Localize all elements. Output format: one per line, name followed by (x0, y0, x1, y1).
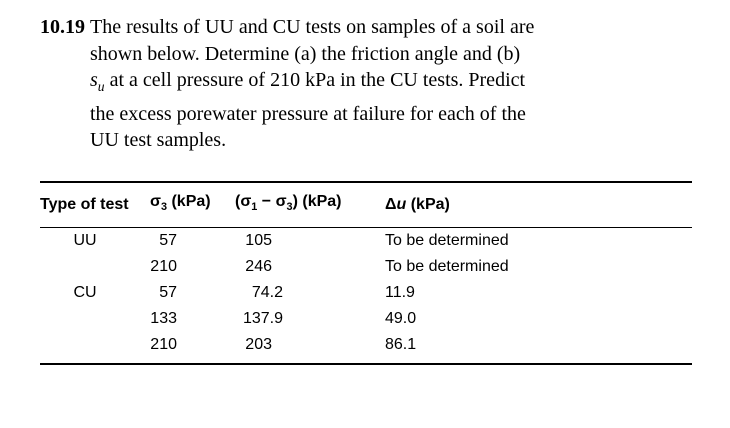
header-delta-u: Δu (kPa) (385, 181, 692, 228)
su-symbol: s (90, 69, 98, 91)
table-row: UU 57 105 To be determined (40, 227, 692, 254)
cell-test-type (40, 254, 150, 280)
cell-deviator-stress: 246 (245, 258, 272, 276)
cell-test-type (40, 332, 150, 365)
header-type-of-test: Type of test (40, 181, 150, 228)
problem-text-line: su at a cell pressure of 210 kPa in the … (90, 67, 534, 101)
su-subscript: u (97, 79, 105, 94)
problem-text-line: shown below. Determine (a) the friction … (90, 42, 521, 65)
cell-delta-u: To be determined (385, 258, 509, 276)
cell-delta-u: 86.1 (385, 336, 417, 354)
cell-test-type: CU (73, 284, 97, 302)
table-header-row: Type of test σ3 (kPa) (σ1 − σ3) (kPa) Δu… (40, 181, 692, 228)
cell-delta-u: To be determined (385, 232, 509, 250)
problem-text: The results of UU and CU tests on sample… (90, 14, 534, 154)
problem-number: 10.19 (40, 16, 85, 38)
cell-sigma3: 210 (150, 336, 177, 354)
problem-text-line: UU test samples. (90, 129, 227, 151)
cell-test-type (40, 306, 150, 332)
cell-deviator-stress: 137.9 (242, 310, 283, 328)
table-row: CU 57 74.2 11.9 (40, 280, 692, 306)
problem-text-line: the excess porewater pressure at failure… (90, 102, 526, 125)
cell-sigma3: 57 (159, 232, 177, 250)
problem-text-line: The results of UU and CU tests on sample… (90, 16, 535, 38)
problem-statement: 10.19 The results of UU and CU tests on … (40, 14, 692, 154)
cell-test-type: UU (73, 232, 97, 250)
header-sigma3: σ3 (kPa) (150, 181, 235, 228)
cell-sigma3: 133 (150, 310, 177, 328)
table-row: 210 246 To be determined (40, 254, 692, 280)
problem-text-line-rest: at a cell pressure of 210 kPa in the CU … (104, 69, 526, 91)
cell-delta-u: 49.0 (385, 310, 417, 328)
cell-delta-u: 11.9 (385, 284, 415, 302)
cell-sigma3: 57 (159, 284, 177, 302)
table-row: 210 203 86.1 (40, 332, 692, 365)
textbook-page: 10.19 The results of UU and CU tests on … (40, 14, 692, 366)
header-deviator-stress: (σ1 − σ3) (kPa) (235, 181, 385, 228)
test-results-table: Type of test σ3 (kPa) (σ1 − σ3) (kPa) Δu… (40, 180, 692, 366)
cell-sigma3: 210 (150, 258, 177, 276)
table-row: 133 137.9 49.0 (40, 306, 692, 332)
cell-deviator-stress: 105 (245, 232, 272, 250)
cell-deviator-stress: 203 (245, 336, 272, 354)
cell-deviator-stress: 74.2 (251, 284, 283, 302)
